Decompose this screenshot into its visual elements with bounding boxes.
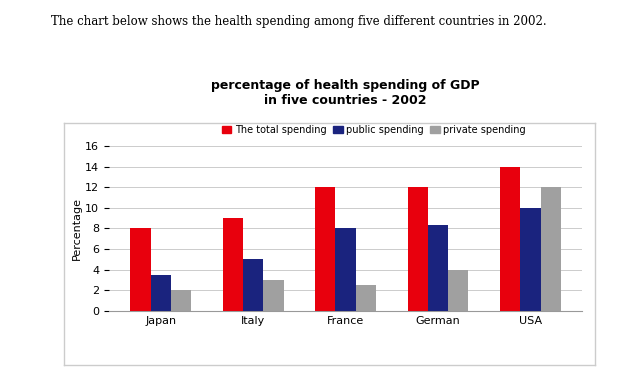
Bar [356, 285, 376, 311]
Y-axis label: Percentage: Percentage [72, 197, 82, 260]
Bar [335, 228, 356, 311]
Bar [264, 280, 284, 311]
Bar [541, 187, 561, 311]
Legend: The total spending, public spending, private spending: The total spending, public spending, pri… [218, 121, 530, 139]
Bar [408, 187, 428, 311]
Bar [223, 218, 243, 311]
Bar [520, 208, 541, 311]
Bar [448, 270, 468, 311]
Bar [243, 260, 264, 311]
Bar [131, 228, 150, 311]
Bar [315, 187, 335, 311]
Text: The chart below shows the health spending among five different countries in 2002: The chart below shows the health spendin… [51, 15, 547, 28]
Bar [150, 275, 171, 311]
Title: percentage of health spending of GDP
in five countries - 2002: percentage of health spending of GDP in … [211, 79, 480, 107]
Bar [428, 225, 448, 311]
Bar [171, 290, 191, 311]
Bar [500, 167, 520, 311]
